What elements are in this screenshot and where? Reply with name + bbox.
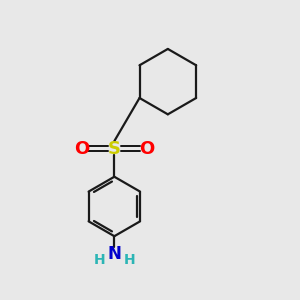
Text: O: O [140, 140, 155, 158]
Text: N: N [107, 245, 121, 263]
Text: O: O [74, 140, 89, 158]
Text: H: H [94, 253, 105, 267]
Text: H: H [123, 253, 135, 267]
Text: S: S [108, 140, 121, 158]
